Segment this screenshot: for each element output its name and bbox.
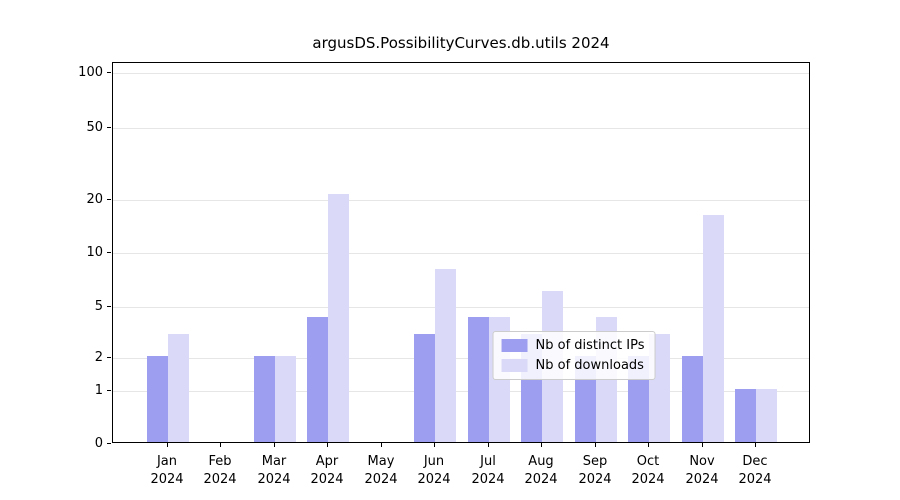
x-tick-mark xyxy=(595,443,596,447)
x-tick-label: Jan 2024 xyxy=(150,454,184,487)
x-tick-label: Oct 2024 xyxy=(631,454,665,487)
y-tick-label: 1 xyxy=(94,383,103,398)
x-tick-label: Jul 2024 xyxy=(471,454,505,487)
x-tick-label: May 2024 xyxy=(364,454,398,487)
x-tick-mark xyxy=(488,443,489,447)
y-tick-mark xyxy=(107,252,111,253)
gridline xyxy=(113,128,809,129)
legend-item-distinct-ips: Nb of distinct IPs xyxy=(501,338,645,353)
y-tick-label: 100 xyxy=(78,65,103,80)
x-tick-label: Aug 2024 xyxy=(524,454,558,487)
x-tick-mark xyxy=(220,443,221,447)
y-tick-label: 5 xyxy=(94,299,103,314)
gridline xyxy=(113,391,809,392)
x-tick-mark xyxy=(755,443,756,447)
legend-label-distinct-ips: Nb of distinct IPs xyxy=(535,338,645,353)
x-tick-label: Sep 2024 xyxy=(578,454,612,487)
x-tick-label: Mar 2024 xyxy=(257,454,291,487)
y-tick-label: 2 xyxy=(94,350,103,365)
gridline xyxy=(113,307,809,308)
x-tick-mark xyxy=(702,443,703,447)
y-tick-mark xyxy=(107,199,111,200)
bar-downloads xyxy=(703,215,724,442)
y-tick-label: 0 xyxy=(94,436,103,451)
gridline xyxy=(113,73,809,74)
y-tick-mark xyxy=(107,306,111,307)
legend-label-downloads: Nb of downloads xyxy=(535,358,644,373)
bar-distinct-ips xyxy=(254,356,275,442)
x-tick-label: Dec 2024 xyxy=(738,454,772,487)
bar-distinct-ips xyxy=(735,389,756,442)
y-tick-mark xyxy=(107,390,111,391)
y-tick-label: 20 xyxy=(86,192,103,207)
bar-downloads xyxy=(275,356,296,442)
x-tick-mark xyxy=(327,443,328,447)
bar-downloads xyxy=(328,194,349,442)
bar-downloads xyxy=(756,389,777,442)
x-tick-mark xyxy=(381,443,382,447)
y-tick-label: 50 xyxy=(86,120,103,135)
legend: Nb of distinct IPs Nb of downloads xyxy=(492,331,656,380)
plot-area: Nb of distinct IPs Nb of downloads xyxy=(112,62,810,443)
legend-swatch-distinct-ips xyxy=(501,339,528,352)
bar-distinct-ips xyxy=(414,334,435,442)
y-tick-mark xyxy=(107,127,111,128)
x-tick-label: Apr 2024 xyxy=(310,454,344,487)
legend-swatch-downloads xyxy=(501,359,528,372)
gridline xyxy=(113,253,809,254)
x-tick-mark xyxy=(167,443,168,447)
x-tick-mark xyxy=(541,443,542,447)
bar-downloads xyxy=(435,269,456,442)
y-tick-mark xyxy=(107,357,111,358)
y-tick-mark xyxy=(107,72,111,73)
legend-item-downloads: Nb of downloads xyxy=(501,358,645,373)
x-tick-mark xyxy=(648,443,649,447)
gridline xyxy=(113,358,809,359)
chart-title: argusDS.PossibilityCurves.db.utils 2024 xyxy=(312,34,610,52)
x-tick-label: Feb 2024 xyxy=(203,454,237,487)
y-tick-label: 10 xyxy=(86,245,103,260)
x-tick-mark xyxy=(434,443,435,447)
bar-distinct-ips xyxy=(468,317,489,442)
x-tick-label: Jun 2024 xyxy=(417,454,451,487)
bar-distinct-ips xyxy=(307,317,328,442)
x-tick-label: Nov 2024 xyxy=(685,454,719,487)
bar-distinct-ips xyxy=(147,356,168,442)
y-tick-mark xyxy=(107,443,111,444)
gridline xyxy=(113,200,809,201)
bar-downloads xyxy=(168,334,189,442)
bar-distinct-ips xyxy=(682,356,703,442)
x-tick-mark xyxy=(274,443,275,447)
